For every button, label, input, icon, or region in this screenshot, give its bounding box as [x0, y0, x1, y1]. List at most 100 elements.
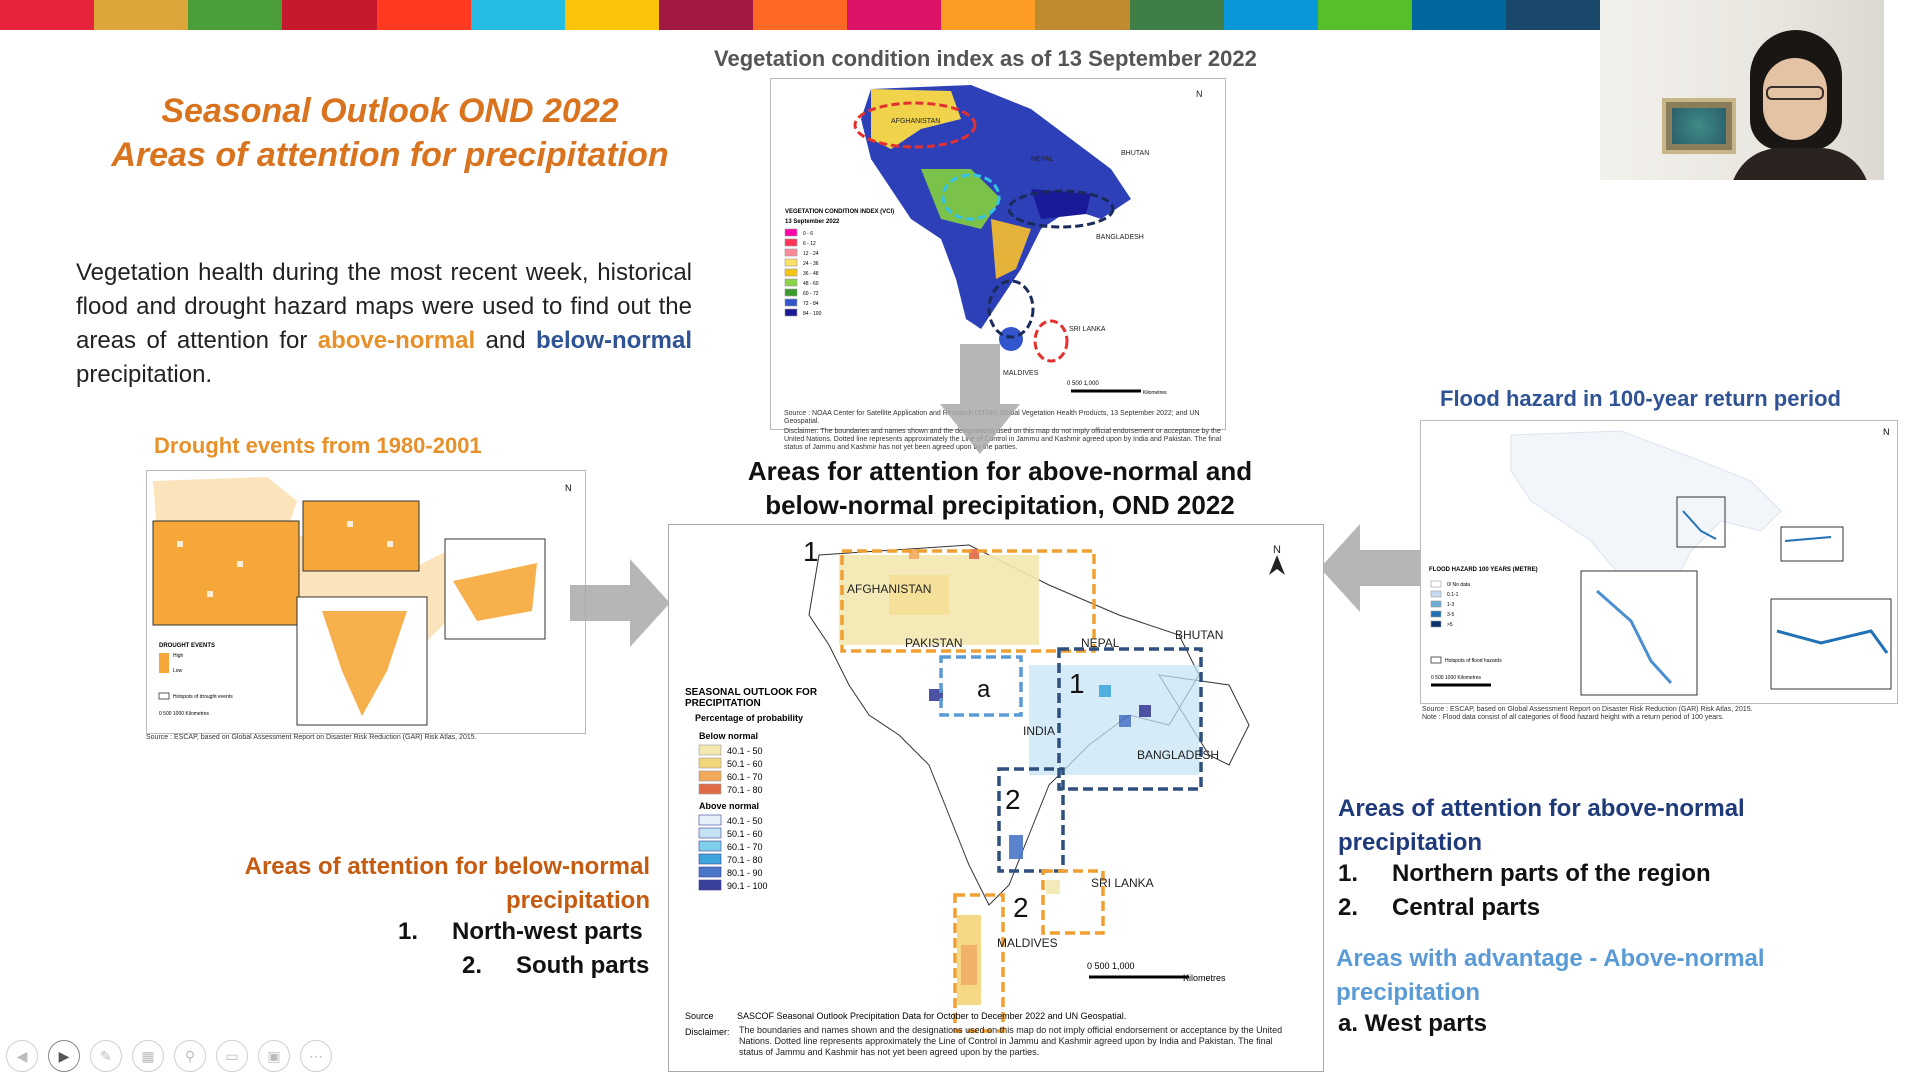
svg-text:AFGHANISTAN: AFGHANISTAN — [847, 582, 931, 596]
vci-map-caption: Vegetation condition index as of 13 Sept… — [714, 46, 1257, 71]
advantage-heading: Areas with advantage - Above-normal prec… — [1336, 945, 1765, 1006]
svg-text:FLOOD HAZARD 100 YEARS (METRE): FLOOD HAZARD 100 YEARS (METRE) — [1429, 567, 1538, 573]
zoom-icon[interactable]: ⚲ — [174, 1040, 206, 1072]
svg-text:VEGETATION CONDITION INDEX (VC: VEGETATION CONDITION INDEX (VCI) — [785, 209, 894, 215]
svg-text:2: 2 — [1013, 892, 1029, 923]
outlook-below-legend-swatch — [698, 744, 722, 756]
arrow-left-icon — [1320, 524, 1420, 612]
sdg-color-segment — [941, 0, 1036, 30]
vci-legend-label: 36 - 48 — [803, 271, 819, 277]
wall-painting — [1662, 98, 1736, 154]
camera-off-icon[interactable]: ▣ — [258, 1040, 290, 1072]
svg-text:MALDIVES: MALDIVES — [997, 936, 1058, 950]
flood-legend-swatch — [1430, 580, 1442, 588]
svg-text:0 500 1000 Kilometres: 0 500 1000 Kilometres — [159, 711, 210, 717]
vci-legend-swatch — [784, 228, 798, 237]
vci-legend-swatch — [784, 298, 798, 307]
sdg-color-segment — [282, 0, 377, 30]
vci-disclaimer: Disclaimer: The boundaries and names sho… — [784, 428, 1222, 451]
outlook-above-legend-label: 80.1 - 90 — [727, 868, 763, 878]
slide-title-line2: Areas of attention for precipitation — [111, 136, 669, 174]
sdg-color-segment — [564, 0, 659, 30]
vci-legend-swatch — [784, 238, 798, 247]
outlook-above-legend-swatch — [698, 840, 722, 852]
sdg-color-segment — [1035, 0, 1130, 30]
sdg-color-segment — [376, 0, 471, 30]
flood-legend-label: 0.1-1 — [1447, 592, 1459, 598]
sdg-color-segment — [0, 0, 95, 30]
sdg-color-segment — [658, 0, 753, 30]
svg-text:Percentage of probability: Percentage of probability — [695, 713, 803, 723]
svg-text:N: N — [1883, 427, 1890, 437]
slideshow-toolbar: ◀ ▶ ✎ ▦ ⚲ ▭ ▣ ⋯ — [6, 1040, 332, 1074]
sdg-color-segment — [1317, 0, 1412, 30]
flood-note: Note : Flood data consist of all categor… — [1422, 714, 1724, 721]
sdg-color-segment — [1411, 0, 1506, 30]
drought-map-caption: Drought events from 1980-2001 — [154, 433, 482, 458]
svg-text:AFGHANISTAN: AFGHANISTAN — [891, 118, 940, 125]
flood-legend-swatch — [1430, 610, 1442, 618]
outlook-above-legend-label: 40.1 - 50 — [727, 816, 763, 826]
svg-text:BHUTAN: BHUTAN — [1175, 628, 1223, 642]
flood-source: Source : ESCAP, based on Global Assessme… — [1422, 706, 1753, 713]
outlook-below-legend-swatch — [698, 783, 722, 795]
outlook-below-legend-swatch — [698, 770, 722, 782]
svg-text:0 500 1,000: 0 500 1,000 — [1067, 381, 1099, 387]
vci-legend-label: 12 - 24 — [803, 251, 819, 257]
flood-map: FLOOD HAZARD 100 YEARS (METRE) 0/ No dat… — [1420, 420, 1898, 704]
outlook-above-legend-label: 90.1 - 100 — [727, 881, 768, 891]
flood-legend-label: 0/ No data — [1447, 582, 1470, 588]
svg-text:SEASONAL OUTLOOK FOR: SEASONAL OUTLOOK FOR — [685, 687, 818, 698]
svg-text:SASCOF Seasonal Outlook Precip: SASCOF Seasonal Outlook Precipitation Da… — [737, 1011, 1126, 1021]
flood-legend-swatch — [1430, 590, 1442, 598]
slide-title-line1: Seasonal Outlook OND 2022 — [161, 92, 619, 130]
vci-legend-swatch — [784, 258, 798, 267]
svg-text:Kilometres: Kilometres — [1143, 390, 1167, 396]
svg-text:1: 1 — [803, 536, 819, 567]
previous-icon[interactable]: ◀ — [6, 1040, 38, 1072]
next-icon[interactable]: ▶ — [48, 1040, 80, 1072]
vci-legend-label: 24 - 36 — [803, 261, 819, 267]
outlook-above-legend-swatch — [698, 879, 722, 891]
svg-text:NEPAL: NEPAL — [1081, 636, 1120, 650]
subtitles-icon[interactable]: ▭ — [216, 1040, 248, 1072]
slides-icon[interactable]: ▦ — [132, 1040, 164, 1072]
vci-legend-swatch — [784, 288, 798, 297]
below-normal-item: 1. North-west parts — [398, 918, 643, 945]
svg-text:BANGLADESH: BANGLADESH — [1137, 748, 1219, 762]
outlook-below-legend-label: 70.1 - 80 — [727, 785, 763, 795]
outlook-below-legend-label: 40.1 - 50 — [727, 746, 763, 756]
flood-legend-swatch — [1430, 620, 1442, 628]
svg-text:SRI LANKA: SRI LANKA — [1069, 326, 1106, 333]
vci-legend-swatch — [784, 268, 798, 277]
svg-text:High: High — [173, 653, 184, 659]
svg-text:N: N — [1196, 89, 1203, 99]
outlook-above-legend-label: 50.1 - 60 — [727, 829, 763, 839]
advantage-item: a. West parts — [1338, 1010, 1487, 1037]
sdg-color-segment — [94, 0, 189, 30]
svg-text:Low: Low — [173, 668, 183, 674]
svg-text:1: 1 — [1069, 668, 1085, 699]
outlook-above-legend-swatch — [698, 814, 722, 826]
vci-legend-swatch — [784, 278, 798, 287]
outlook-below-legend-swatch — [698, 757, 722, 769]
flood-legend-label: >5 — [1447, 622, 1453, 628]
vci-legend-label: 0 - 6 — [803, 231, 813, 237]
svg-text:Below normal: Below normal — [699, 731, 758, 741]
vci-legend-swatch — [784, 308, 798, 317]
outlook-disclaimer: The boundaries and names shown and the d… — [739, 1025, 1283, 1057]
vci-legend-swatch — [784, 248, 798, 257]
sdg-color-segment — [1506, 0, 1601, 30]
sdg-color-segment — [753, 0, 848, 30]
sdg-color-segment — [1223, 0, 1318, 30]
svg-text:PAKISTAN: PAKISTAN — [905, 636, 963, 650]
outlook-above-legend-label: 60.1 - 70 — [727, 842, 763, 852]
sdg-color-segment — [188, 0, 283, 30]
vci-legend-label: 60 - 72 — [803, 291, 819, 297]
vci-legend-label: 6 - 12 — [803, 241, 816, 247]
svg-text:13 September 2022: 13 September 2022 — [785, 219, 840, 225]
above-normal-item: 2. Central parts — [1338, 894, 1541, 921]
flood-legend-label: 3-5 — [1447, 612, 1454, 618]
pen-icon[interactable]: ✎ — [90, 1040, 122, 1072]
more-icon[interactable]: ⋯ — [300, 1040, 332, 1072]
